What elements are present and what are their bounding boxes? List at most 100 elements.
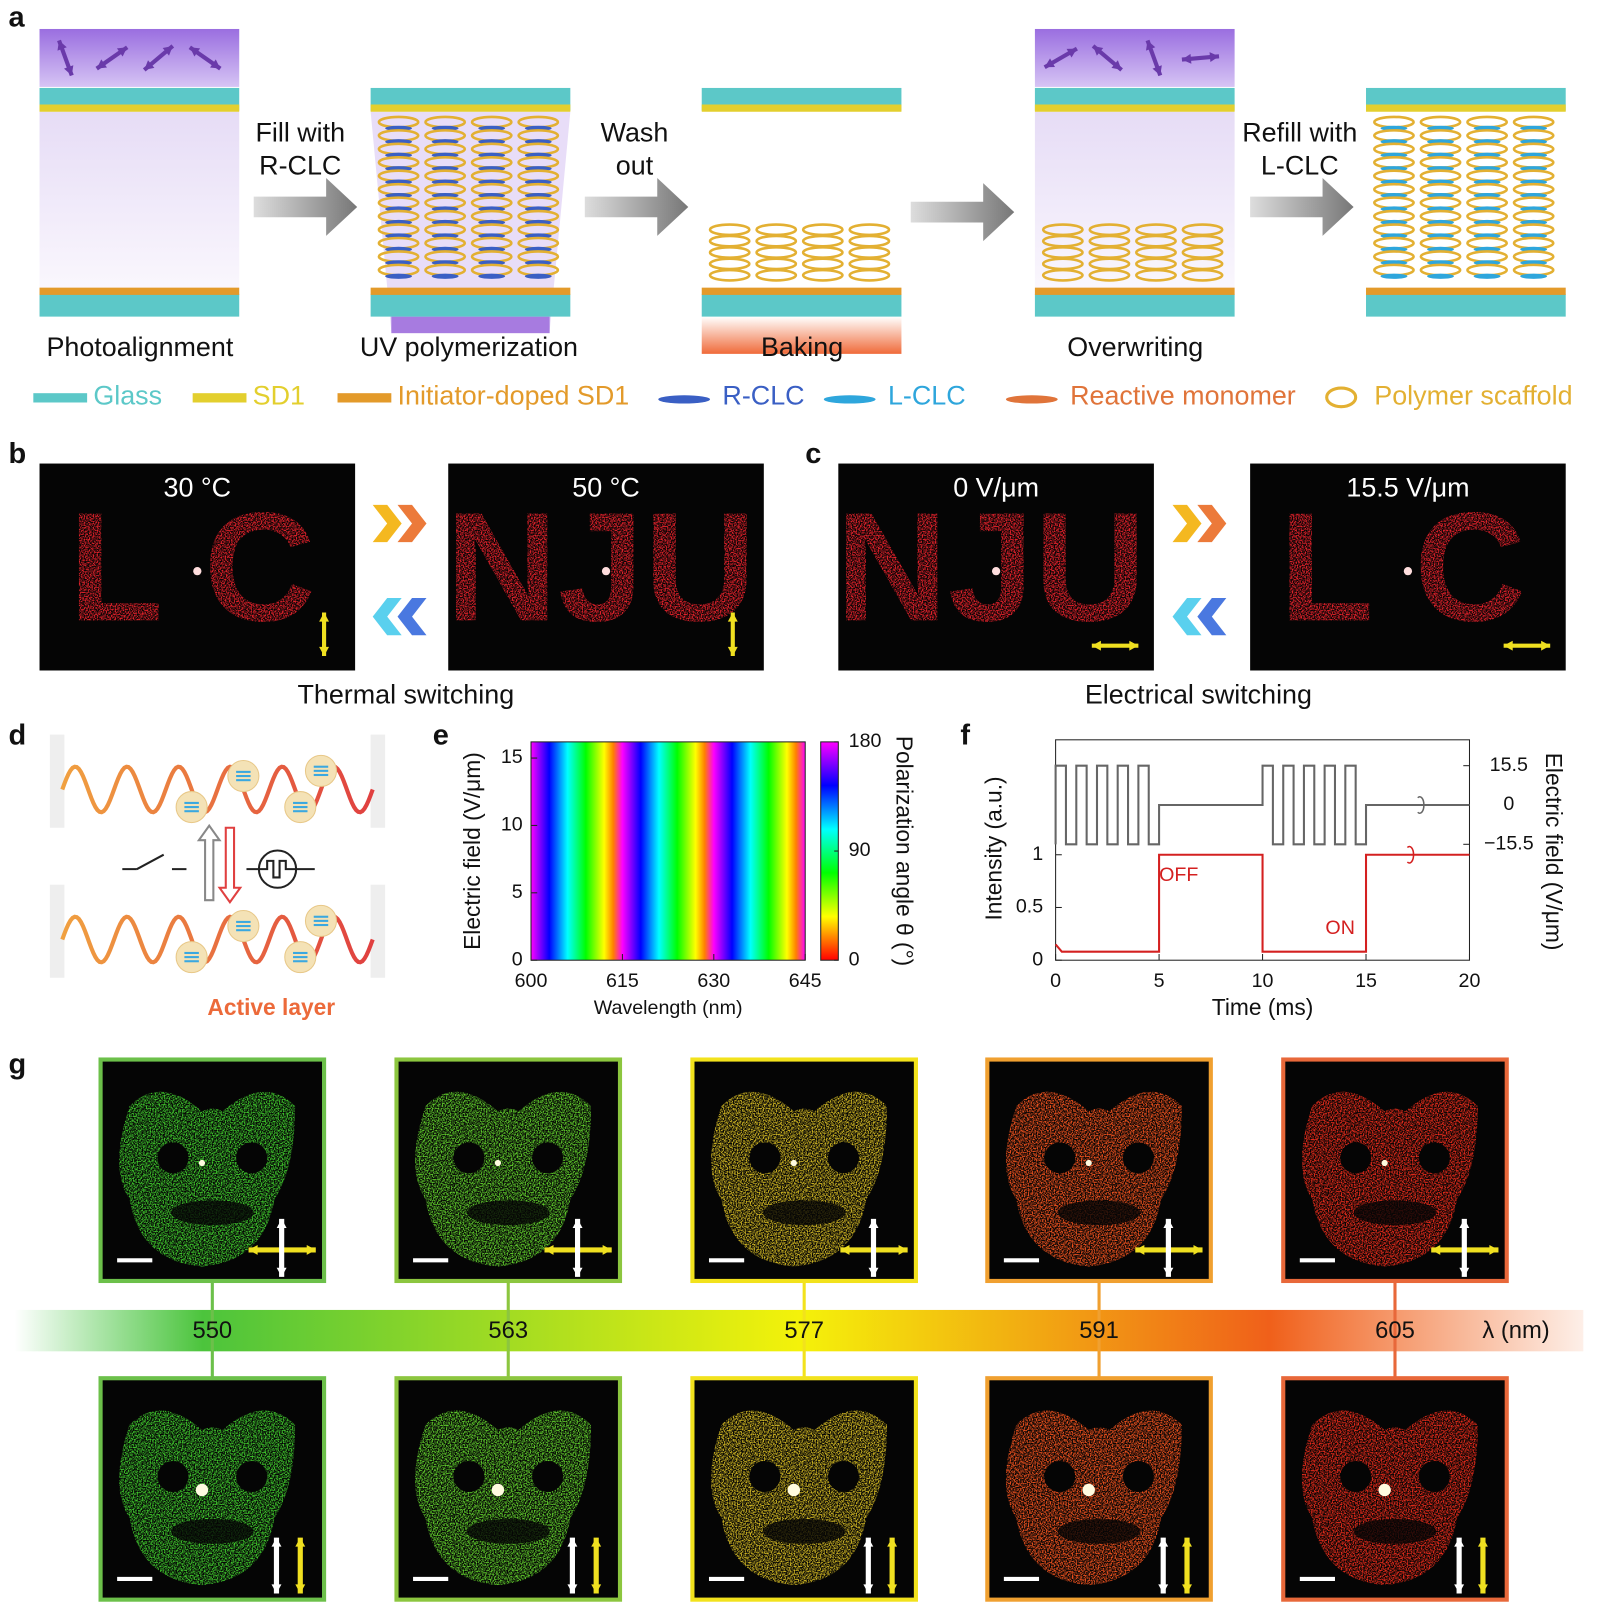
wall <box>49 734 65 828</box>
colorbar-tick-label: 0 <box>849 948 860 970</box>
chevron <box>372 598 402 636</box>
x-tick-label: 15 <box>1355 970 1377 992</box>
uv-light <box>39 28 240 87</box>
laser-spot <box>193 567 202 576</box>
scaffold <box>755 234 798 248</box>
x-axis-label: Time (ms) <box>1212 994 1314 1020</box>
scaffold <box>708 268 751 282</box>
hologram <box>1301 1410 1478 1586</box>
arrow-head <box>1477 1537 1488 1547</box>
sd1-layer <box>701 104 902 112</box>
glass-bottom <box>701 293 902 317</box>
hologram-face <box>711 1410 887 1586</box>
x-axis-label: Wavelength (nm) <box>594 997 743 1019</box>
image-eye <box>532 1142 564 1174</box>
scaffold <box>1041 268 1084 282</box>
lc-molecule <box>478 273 506 279</box>
arrow-head <box>1129 640 1139 651</box>
image-eye <box>236 1142 268 1174</box>
arrow-head <box>1181 53 1192 64</box>
legend-label: Reactive monomer <box>1070 380 1296 410</box>
hologram <box>415 1091 592 1267</box>
axis-label: λ (nm) <box>1482 1317 1549 1344</box>
image-eye <box>157 1142 189 1174</box>
cell-interior <box>39 111 240 290</box>
arrow-head <box>1182 1537 1192 1547</box>
legend-label: L-CLC <box>888 380 966 410</box>
hologram-face <box>415 1410 592 1586</box>
arrow-head <box>1163 1218 1174 1228</box>
image-mouth <box>1057 1518 1141 1544</box>
x-tick-label: 10 <box>1252 970 1274 992</box>
hologram <box>1301 1091 1478 1267</box>
scaffold <box>755 223 798 237</box>
image-pattern: NJU <box>836 480 1146 653</box>
colorbar-tick-label: 90 <box>849 839 871 861</box>
sd1-layer <box>1034 287 1235 295</box>
arrow-head <box>1044 58 1055 68</box>
hologram <box>119 1091 296 1267</box>
arrow-head <box>1503 640 1513 651</box>
y-tick-label: 0 <box>512 948 523 970</box>
image-eye <box>1044 1142 1076 1174</box>
arrow-head <box>57 40 67 51</box>
scaffold <box>801 246 844 259</box>
arrow-head <box>210 59 221 69</box>
image-mouth <box>1353 1518 1437 1544</box>
arrow-head <box>544 1244 554 1255</box>
sd1-layer <box>370 287 571 295</box>
scaffold <box>755 257 798 271</box>
switch-arrow-up <box>196 823 222 902</box>
uv-source <box>391 316 550 334</box>
y2-tick-label: 0 <box>1503 793 1514 815</box>
arrow-head <box>63 65 74 76</box>
arrow-head <box>887 1537 898 1547</box>
heater <box>701 316 902 354</box>
y2-axis-label: Electric field (V/μm) <box>1541 753 1567 951</box>
x-tick-label: 600 <box>515 970 548 992</box>
hologram-face <box>119 1091 296 1267</box>
arrow-head <box>602 1244 612 1255</box>
legend-label: Polymer scaffold <box>1374 380 1572 410</box>
wavelength-label: 605 <box>1375 1317 1415 1344</box>
arrow-head <box>1209 52 1220 63</box>
panel-title: Electrical switching <box>1085 679 1312 709</box>
y-axis-label: Electric field (V/μm) <box>459 752 485 950</box>
hologram-face <box>119 1410 296 1586</box>
annotation: ON <box>1325 917 1354 939</box>
arrow-head <box>319 612 330 622</box>
arrow-head <box>898 1244 908 1255</box>
arrow-head <box>868 1218 879 1228</box>
y-tick-label: 1 <box>1032 843 1043 865</box>
sd1-layer <box>1366 287 1566 295</box>
chevron <box>1197 598 1227 636</box>
arrow-head <box>1091 640 1101 651</box>
image-eye <box>827 1142 860 1174</box>
arrow-head <box>887 1584 898 1594</box>
image-mouth <box>1057 1200 1141 1226</box>
step-arrow-label: R-CLC <box>259 151 341 181</box>
y-axis-label: Intensity (a.u.) <box>981 776 1007 920</box>
scaffold <box>801 234 844 248</box>
series-line <box>1054 853 1470 953</box>
chevron <box>1172 598 1202 636</box>
image-mouth <box>1353 1200 1437 1226</box>
arrow-head <box>1135 1244 1145 1255</box>
axis-indicator <box>1390 845 1415 864</box>
panel-title: Thermal switching <box>297 679 514 709</box>
arrow-head <box>162 45 173 56</box>
arrow-head <box>863 1584 874 1594</box>
arrow-head <box>1152 65 1162 76</box>
sd1-layer <box>39 104 240 112</box>
arrow-head <box>271 1537 282 1547</box>
scaffold <box>708 246 751 259</box>
plot-frame <box>530 741 806 961</box>
step-arrow-label: L-CLC <box>1261 151 1339 181</box>
process-arrow <box>910 183 1015 242</box>
step-label: Photoalignment <box>46 332 233 362</box>
sd1-layer <box>370 104 571 112</box>
scaffold <box>848 223 891 237</box>
helix <box>60 764 375 815</box>
scaffold <box>708 257 751 271</box>
cell-interior <box>1034 111 1235 290</box>
